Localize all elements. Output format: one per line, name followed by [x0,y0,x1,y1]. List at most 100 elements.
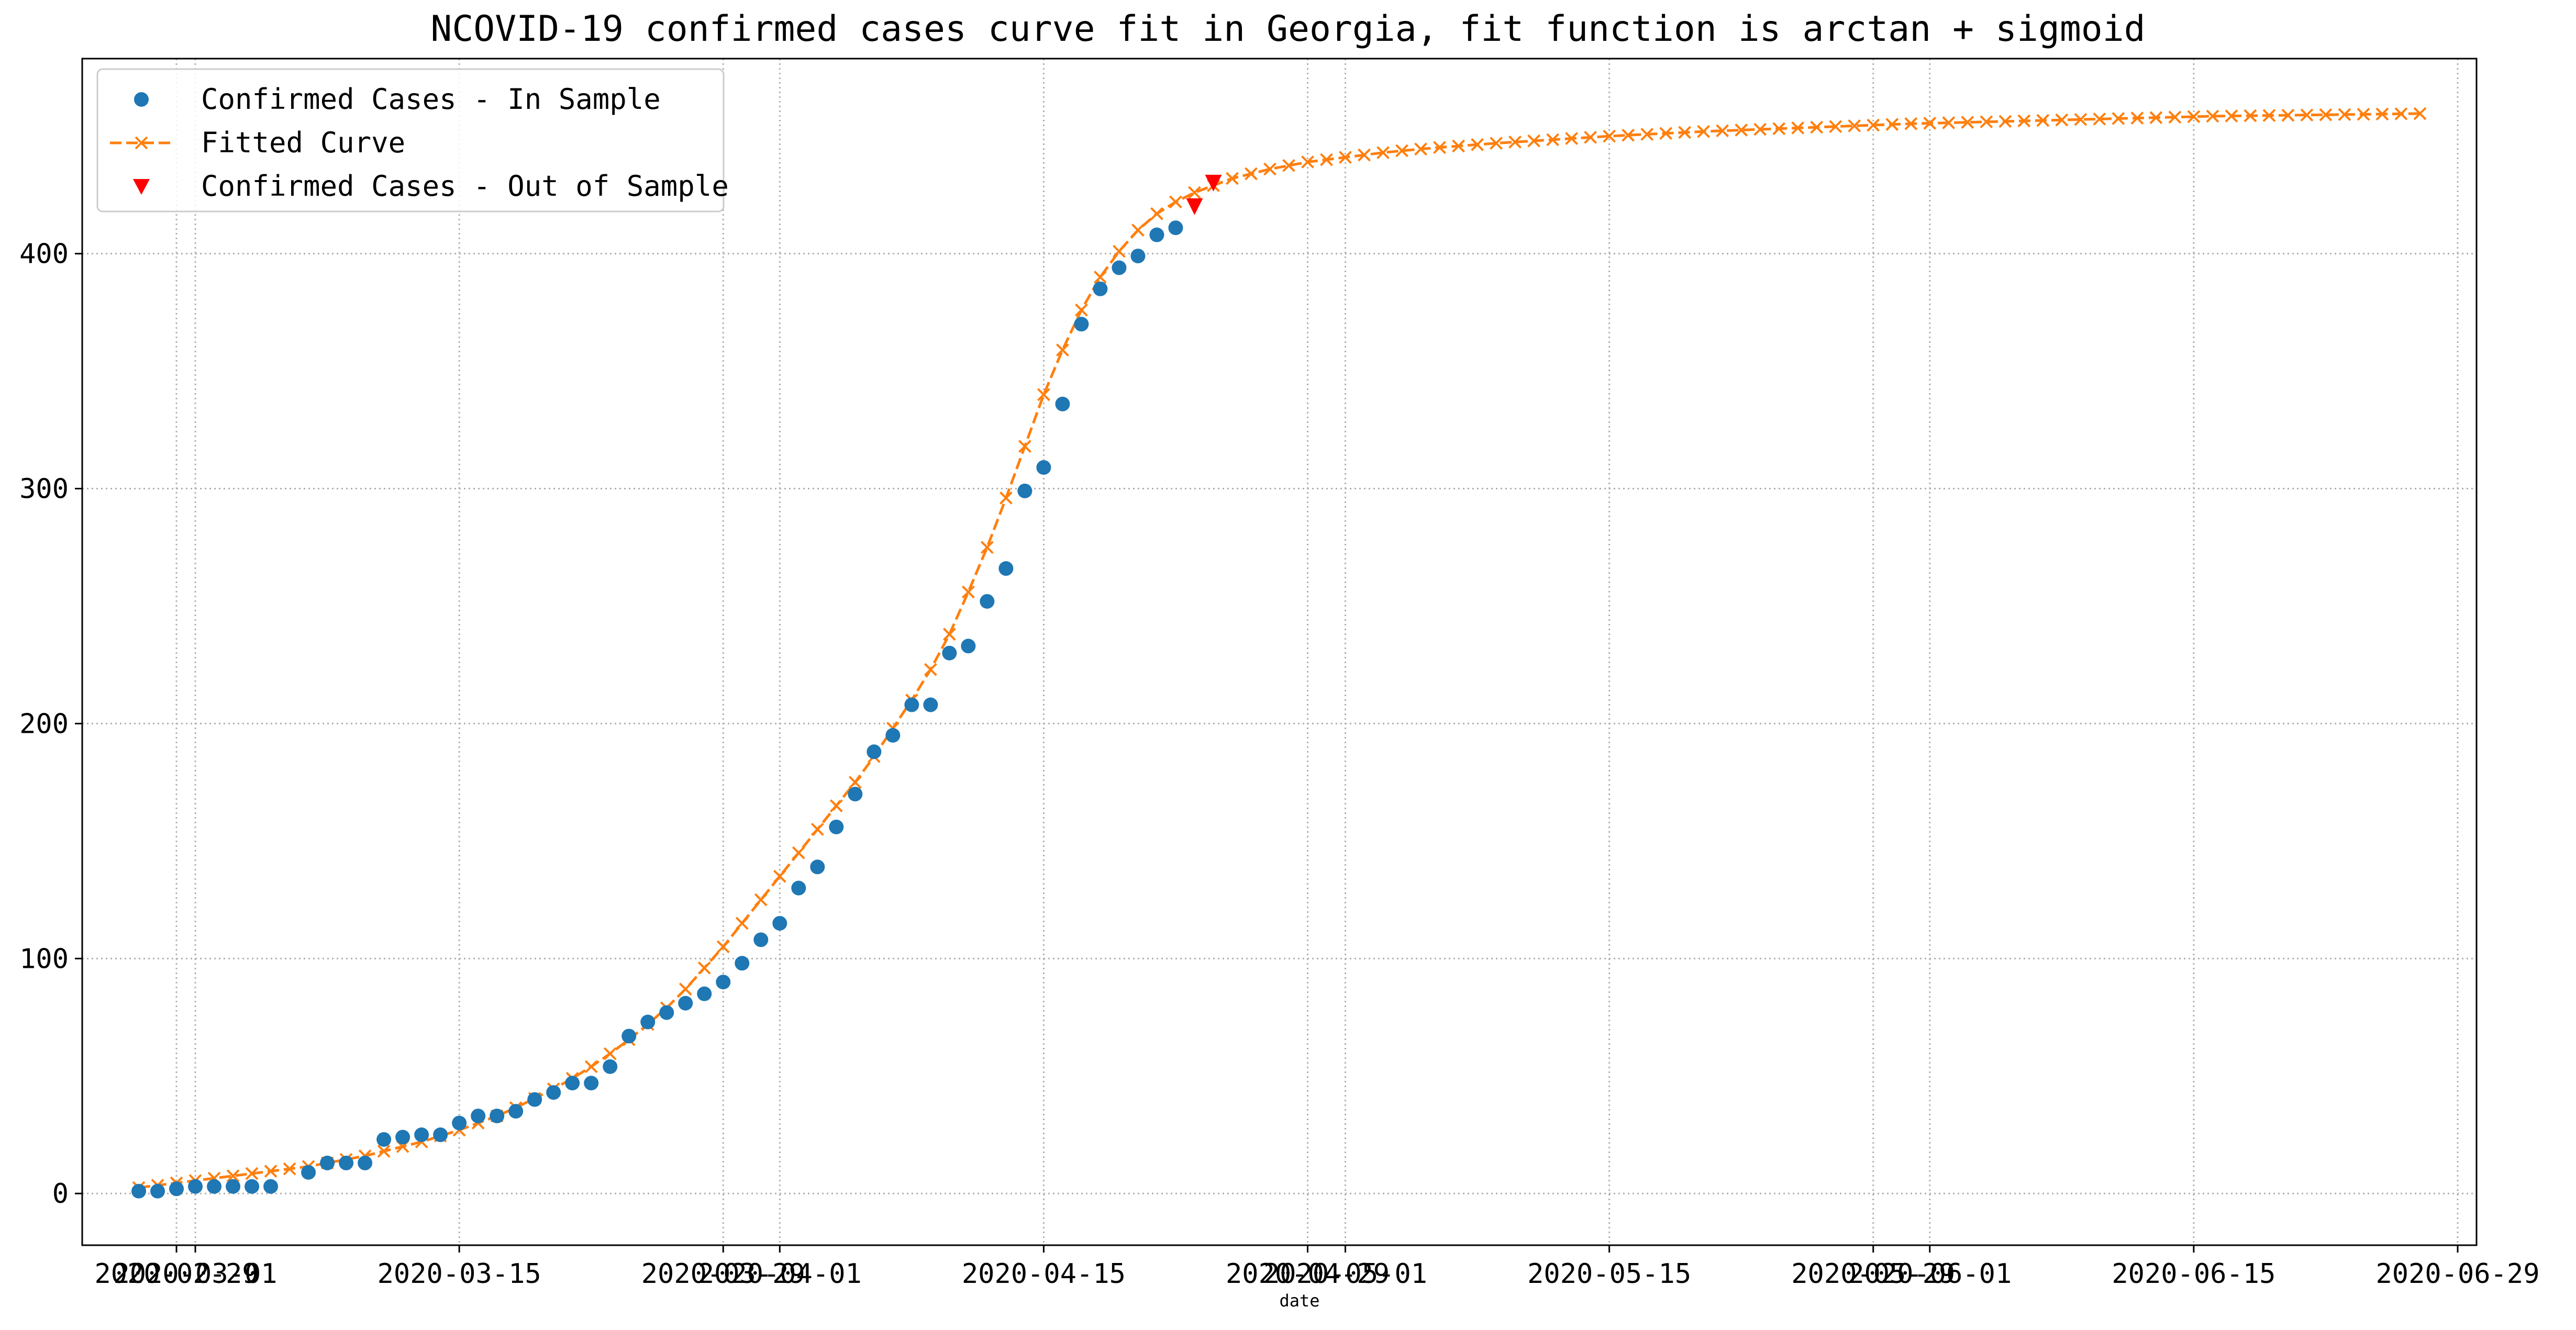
in-sample-point [339,1155,354,1170]
fitted-curve-marker [2149,111,2163,125]
fitted-curve-marker [1113,244,1126,258]
legend-label: Confirmed Cases - In Sample [201,83,661,116]
fitted-curve-marker [2130,111,2144,125]
fitted-curve-marker [1075,303,1088,317]
legend-label: Confirmed Cases - Out of Sample [201,170,729,203]
fitted-curve-marker [2375,107,2389,121]
fitted-curve-marker [2187,110,2201,124]
x-tick-label: 2020-05-29 [1791,1258,1955,1290]
x-tick-label: 2020-04-29 [1226,1258,1390,1290]
fitted-curve-marker [377,1145,391,1158]
in-sample-point [1112,260,1127,275]
fitted-curve-marker [1037,388,1050,401]
in-sample-point [1074,317,1089,332]
y-tick-label: 200 [19,708,69,740]
fitted-curve-marker [2093,112,2106,126]
fitted-curve-marker [1376,146,1390,159]
fitted-curve-marker [2394,107,2408,120]
fitted-curve-marker [1678,126,1692,139]
fitted-curve-marker [1358,148,1371,162]
fitted-curve-marker [2055,113,2069,127]
in-sample-point [376,1132,392,1147]
in-sample-point [904,697,919,712]
legend-fitted-curve-marker [135,136,148,150]
fitted-curve-marker [226,1169,240,1182]
fitted-curve-marker [942,628,956,641]
fitted-curve-marker [1848,119,1861,132]
in-sample-point [452,1115,467,1131]
in-sample-point [508,1104,524,1119]
in-sample-point [1149,227,1164,242]
in-sample-point [1055,396,1070,411]
fitted-curve-marker [1584,130,1597,144]
fitted-curve-marker [679,982,692,996]
in-sample-point [1130,249,1146,264]
in-sample-point [716,975,731,990]
fitted-curve-marker [1923,117,1937,130]
in-sample-point [791,880,806,896]
x-tick-label: 2020-05-15 [1527,1258,1691,1290]
in-sample-point [659,1005,674,1020]
fitted-curve-marker [584,1060,598,1074]
plot-frame [81,58,2478,1246]
fitted-curve-marker [1772,122,1786,136]
legend-box [96,68,725,213]
legend: Confirmed Cases - In Sample Fitted Curve C… [96,68,729,213]
in-sample-point [263,1179,279,1194]
fitted-curve-marker [980,541,994,554]
fitted-curve-marker [1169,195,1182,209]
out-of-sample-points-layer [1186,174,1222,215]
in-sample-point [395,1130,410,1145]
fitted-curve-marker [2413,107,2427,120]
fitted-curve-marker [1565,132,1579,146]
fitted-curve-marker [810,823,824,836]
fitted-curve-marker [999,491,1013,505]
fitted-curve-marker [1527,134,1541,148]
legend-out-of-sample-marker [133,179,150,195]
fitted-curve-marker [1395,144,1408,158]
in-sample-point [603,1059,618,1074]
fitted-curve-marker [2017,114,2031,128]
fitted-curve-marker [2225,109,2238,122]
in-sample-point [169,1181,184,1197]
fitted-curve-marker [1735,124,1748,137]
chart-title: NCOVID-19 confirmed cases curve fit in G… [430,8,2145,50]
fitted-curve-marker [2338,108,2351,121]
fitted-curve-marker [1301,155,1314,169]
in-sample-point [226,1179,241,1194]
fitted-curve-marker [1942,116,1956,129]
fitted-curve-marker [1716,124,1729,138]
fitted-curve-marker [792,846,805,859]
fitted-curve-marker [2300,108,2314,122]
in-sample-point [1093,281,1108,296]
y-tick-label: 400 [19,239,69,270]
fitted-curve-marker [961,585,975,599]
fitted-curve-marker [1622,128,1635,142]
fitted-curve-marker [1998,115,2012,128]
in-sample-point [490,1109,505,1124]
fitted-curve-marker [829,799,843,812]
fitted-curve-marker [1753,122,1767,136]
in-sample-point [848,787,863,802]
fitted-curve-marker [2281,108,2295,122]
x-tick-label: 2020-04-01 [698,1258,862,1290]
fitted-curve-marker [1961,116,1974,129]
in-sample-point [245,1179,260,1194]
in-sample-point [867,744,882,759]
in-sample-point [546,1085,561,1100]
in-sample-point [923,697,938,712]
fitted-curve-marker [1226,172,1239,185]
fitted-curve-marker [1546,133,1560,147]
x-tick-label: 2020-02-29 [95,1258,259,1290]
in-sample-point [471,1109,486,1124]
in-sample-point [772,915,787,931]
x-tick-label: 2020-06-15 [2112,1258,2275,1290]
fitted-curve-marker [1791,121,1805,135]
x-tick-label: 2020-06-01 [1848,1258,2012,1290]
fitted-curve-marker [1414,142,1427,156]
in-sample-point [433,1127,448,1143]
fitted-curve-marker [245,1167,259,1180]
fitted-curve-marker [2036,114,2050,127]
